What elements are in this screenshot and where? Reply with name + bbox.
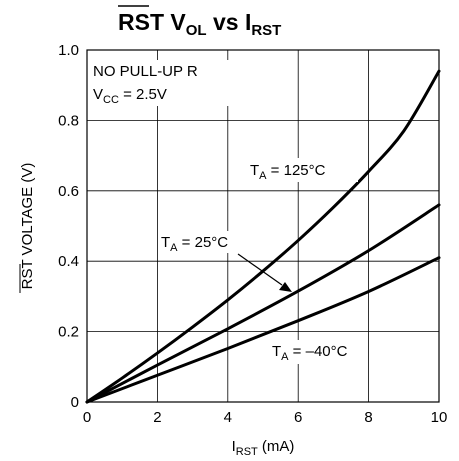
annotation-25-arrowhead	[279, 282, 292, 292]
y-axis-label: RST VOLTAGE (V)	[19, 163, 36, 290]
x-tick-label: 10	[431, 409, 448, 426]
y-tick-label: 0.4	[58, 253, 79, 270]
y-tick-labels: 0 0.2 0.4 0.6 0.8 1.0	[58, 42, 79, 411]
annotation-minus40c: TA = –40°C	[272, 343, 348, 363]
y-axis-label-group: RST VOLTAGE (V)	[19, 163, 36, 293]
annotation-125-backing	[246, 158, 358, 182]
note-pullup: NO PULL-UP R	[93, 63, 198, 80]
x-tick-label: 2	[153, 409, 161, 426]
annotation-125c: TA = 125°C	[250, 162, 326, 182]
x-tick-label: 4	[224, 409, 232, 426]
annotation-25-arrow	[237, 253, 283, 286]
series-line-1	[85, 203, 441, 404]
x-tick-label: 8	[364, 409, 372, 426]
note-vcc: VCC = 2.5V	[93, 86, 167, 106]
chart-title: RST VOL vs IRST	[118, 9, 281, 39]
y-tick-label: 0	[71, 394, 79, 411]
y-tick-label: 0.2	[58, 324, 79, 341]
x-tick-label: 6	[294, 409, 302, 426]
annotation-25c: TA = 25°C	[161, 234, 228, 254]
notes-backing	[90, 60, 235, 106]
x-axis-label: IRST (mA)	[232, 438, 295, 458]
y-tick-label: 0.8	[58, 112, 79, 129]
series-line-2	[85, 256, 441, 404]
plot-frame	[86, 49, 440, 403]
x-tick-label: 0	[83, 409, 91, 426]
annotation-m40-backing	[268, 340, 368, 364]
y-tick-label: 1.0	[58, 42, 79, 59]
x-tick-labels: 0 2 4 6 8 10	[83, 409, 448, 426]
y-tick-label: 0.6	[58, 183, 79, 200]
annotation-25-backing	[158, 231, 256, 253]
grid	[87, 50, 439, 402]
